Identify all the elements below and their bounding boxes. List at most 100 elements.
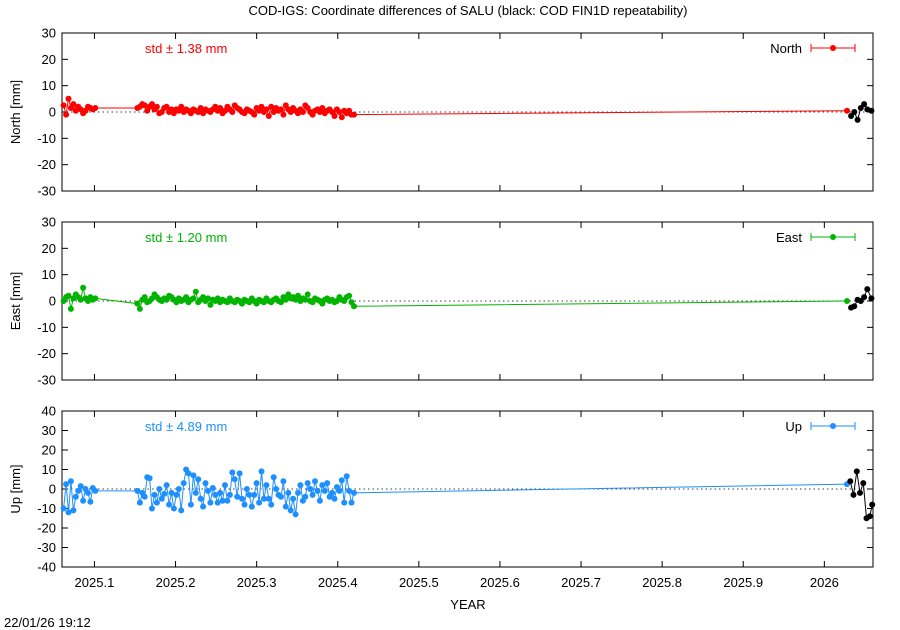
north-data-point — [280, 111, 287, 118]
east-y-tick-label: 10 — [42, 267, 56, 282]
up-data-point — [336, 487, 343, 494]
up-data-point — [163, 482, 170, 489]
up-data-point — [321, 487, 328, 494]
panel-up: -40 -30 -20 -10 0 10 20 30 40 2025.1 2025.2 2025.3 2… — [8, 404, 876, 590]
up-data-point — [348, 499, 355, 506]
north-data-point — [63, 111, 70, 118]
east-data-point — [136, 305, 143, 312]
east-std-label: std ± 1.20 mm — [145, 230, 227, 245]
east-data-point — [302, 296, 309, 303]
up-data-point — [192, 489, 199, 496]
x-tick-label: 2025.2 — [156, 575, 196, 590]
x-axis-label: YEAR — [450, 597, 485, 612]
north-repeatability-point — [861, 101, 868, 108]
north-y-tick-label: 10 — [42, 78, 56, 93]
north-legend-label: North — [770, 41, 802, 56]
up-data-point — [200, 503, 207, 510]
up-y-tick-label: -10 — [37, 501, 56, 516]
east-legend: East — [776, 230, 856, 245]
up-repeatability-point — [860, 480, 867, 487]
north-data-point — [149, 101, 155, 108]
x-tick-label: 2025.7 — [561, 575, 601, 590]
x-tick-label: 2025.4 — [318, 575, 358, 590]
up-series — [60, 466, 850, 518]
up-data-point — [260, 495, 267, 502]
east-data-point — [205, 295, 211, 302]
up-data-point — [173, 491, 180, 498]
north-y-tick-label: 30 — [42, 26, 56, 41]
up-data-point — [292, 511, 299, 518]
up-y-tick-label: 20 — [42, 443, 56, 458]
up-data-point — [226, 491, 233, 498]
up-data-point — [278, 493, 284, 500]
north-data-point — [265, 113, 272, 119]
up-data-point — [229, 469, 236, 476]
up-data-point — [265, 495, 272, 502]
up-data-point — [209, 485, 216, 491]
x-tick-label: 2026 — [810, 575, 839, 590]
x-tick-label: 2025.6 — [480, 575, 520, 590]
up-data-point — [314, 487, 321, 494]
up-data-point — [324, 480, 331, 487]
x-tick-label: 2025.5 — [399, 575, 439, 590]
east-data-point — [183, 294, 190, 301]
up-data-point — [263, 482, 270, 489]
north-data-point — [70, 101, 77, 108]
up-data-point — [72, 493, 79, 500]
up-repeatability-point — [866, 513, 873, 520]
east-legend-label: East — [776, 230, 802, 245]
up-data-point — [158, 495, 165, 502]
panels: -30 -20 -10 0 10 20 30 North [mm] std ± 1.38 mm N… — [8, 26, 876, 590]
up-data-point — [161, 490, 168, 497]
up-data-point — [241, 501, 248, 508]
chart-title: COD-IGS: Coordinate differences of SALU … — [248, 3, 687, 18]
timestamp: 22/01/26 19:12 — [4, 615, 91, 630]
east-repeatability-point — [864, 286, 871, 293]
up-data-point — [217, 489, 224, 496]
north-data-point — [141, 102, 148, 109]
up-repeatability-point — [847, 478, 854, 485]
up-data-point — [85, 489, 91, 496]
up-data-point — [273, 486, 280, 492]
up-data-point — [329, 489, 336, 496]
up-data-point — [312, 478, 318, 485]
north-repeatability-point — [854, 116, 861, 123]
x-tick-label: 2025.9 — [723, 575, 763, 590]
up-legend-label: Up — [785, 419, 802, 434]
east-data-point — [190, 295, 197, 302]
east-legend-marker — [830, 234, 836, 240]
north-data-point — [263, 106, 270, 113]
north-data-point — [258, 103, 265, 110]
up-data-point — [290, 495, 297, 502]
north-y-tick-label: -10 — [37, 131, 56, 146]
x-tick-label: 2025.8 — [642, 575, 682, 590]
up-data-point — [304, 480, 311, 487]
north-series — [60, 95, 850, 121]
east-data-point — [80, 284, 87, 291]
up-data-point — [212, 491, 219, 498]
up-data-point — [180, 480, 187, 487]
north-data-point — [163, 103, 170, 110]
east-y-tick-label: -20 — [37, 346, 56, 361]
up-data-point — [224, 497, 231, 504]
up-data-point — [343, 473, 350, 480]
up-data-point — [243, 486, 250, 492]
north-repeatability-point — [868, 107, 875, 114]
east-y-tick-label: -10 — [37, 320, 56, 335]
up-data-point — [187, 501, 194, 508]
up-data-point — [214, 499, 221, 506]
north-repeatability-point — [848, 113, 855, 119]
up-y-tick-label: -40 — [37, 560, 56, 575]
up-data-point — [280, 478, 287, 485]
east-data-point — [92, 295, 99, 302]
up-data-point — [70, 507, 77, 514]
north-std-label: std ± 1.38 mm — [145, 41, 227, 56]
up-data-point — [67, 478, 74, 485]
up-data-point — [287, 507, 294, 514]
up-repeatability-point — [857, 489, 863, 496]
north-legend-marker — [830, 45, 836, 51]
up-repeatability-point — [869, 501, 876, 508]
north-data-point — [65, 95, 72, 102]
up-data-point — [236, 470, 243, 477]
up-data-point — [149, 505, 155, 512]
